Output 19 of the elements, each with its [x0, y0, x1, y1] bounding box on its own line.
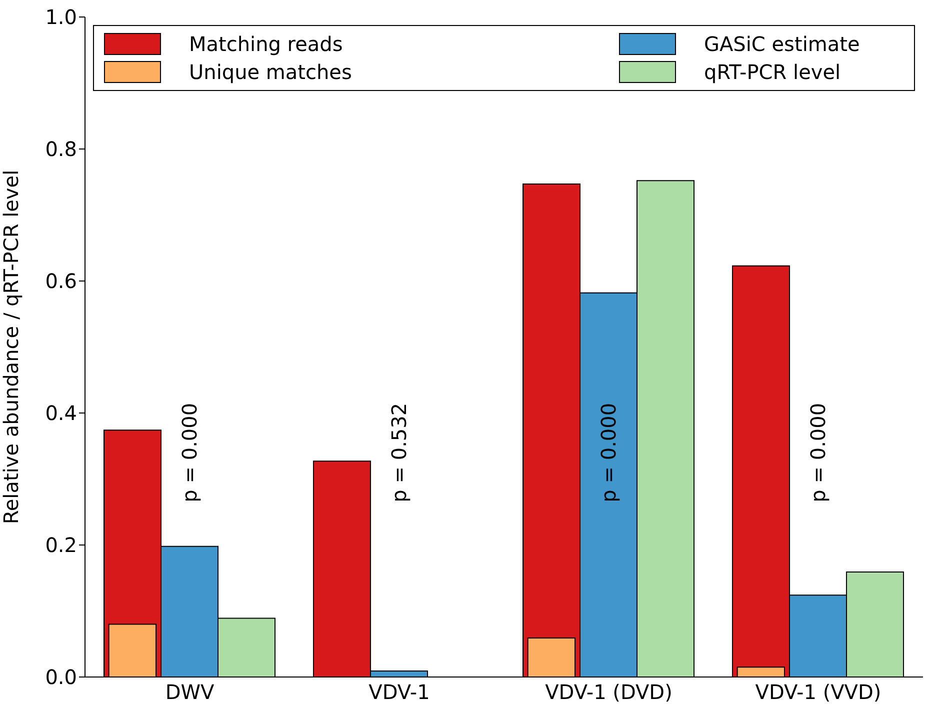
y-tick-label: 0.8 [45, 137, 77, 162]
x-tick-label: VDV-1 [368, 680, 430, 704]
annotation: p = 0.000 [178, 402, 202, 502]
legend-label: Unique matches [189, 60, 352, 84]
y-tick-label: 0.4 [45, 401, 77, 426]
y-tick-label: 0.0 [45, 665, 77, 690]
y-tick-label: 1.0 [45, 5, 77, 30]
annotation: p = 0.532 [387, 402, 412, 502]
x-tick-label: DWV [165, 680, 214, 704]
y-tick-label: 0.2 [45, 533, 77, 558]
legend-label: GASiC estimate [704, 32, 861, 56]
x-tick-label: VDV-1 (VVD) [755, 680, 882, 704]
x-tick-label: VDV-1 (DVD) [545, 680, 672, 704]
annotation: p = 0.000 [806, 402, 830, 502]
legend-label: Matching reads [189, 32, 343, 56]
legend-label: qRT-PCR level [704, 60, 842, 84]
y-axis-title: Relative abundance / qRT-PCR level [0, 170, 24, 524]
annotation: p = 0.000 [596, 402, 621, 502]
y-tick-label: 0.6 [45, 269, 77, 294]
